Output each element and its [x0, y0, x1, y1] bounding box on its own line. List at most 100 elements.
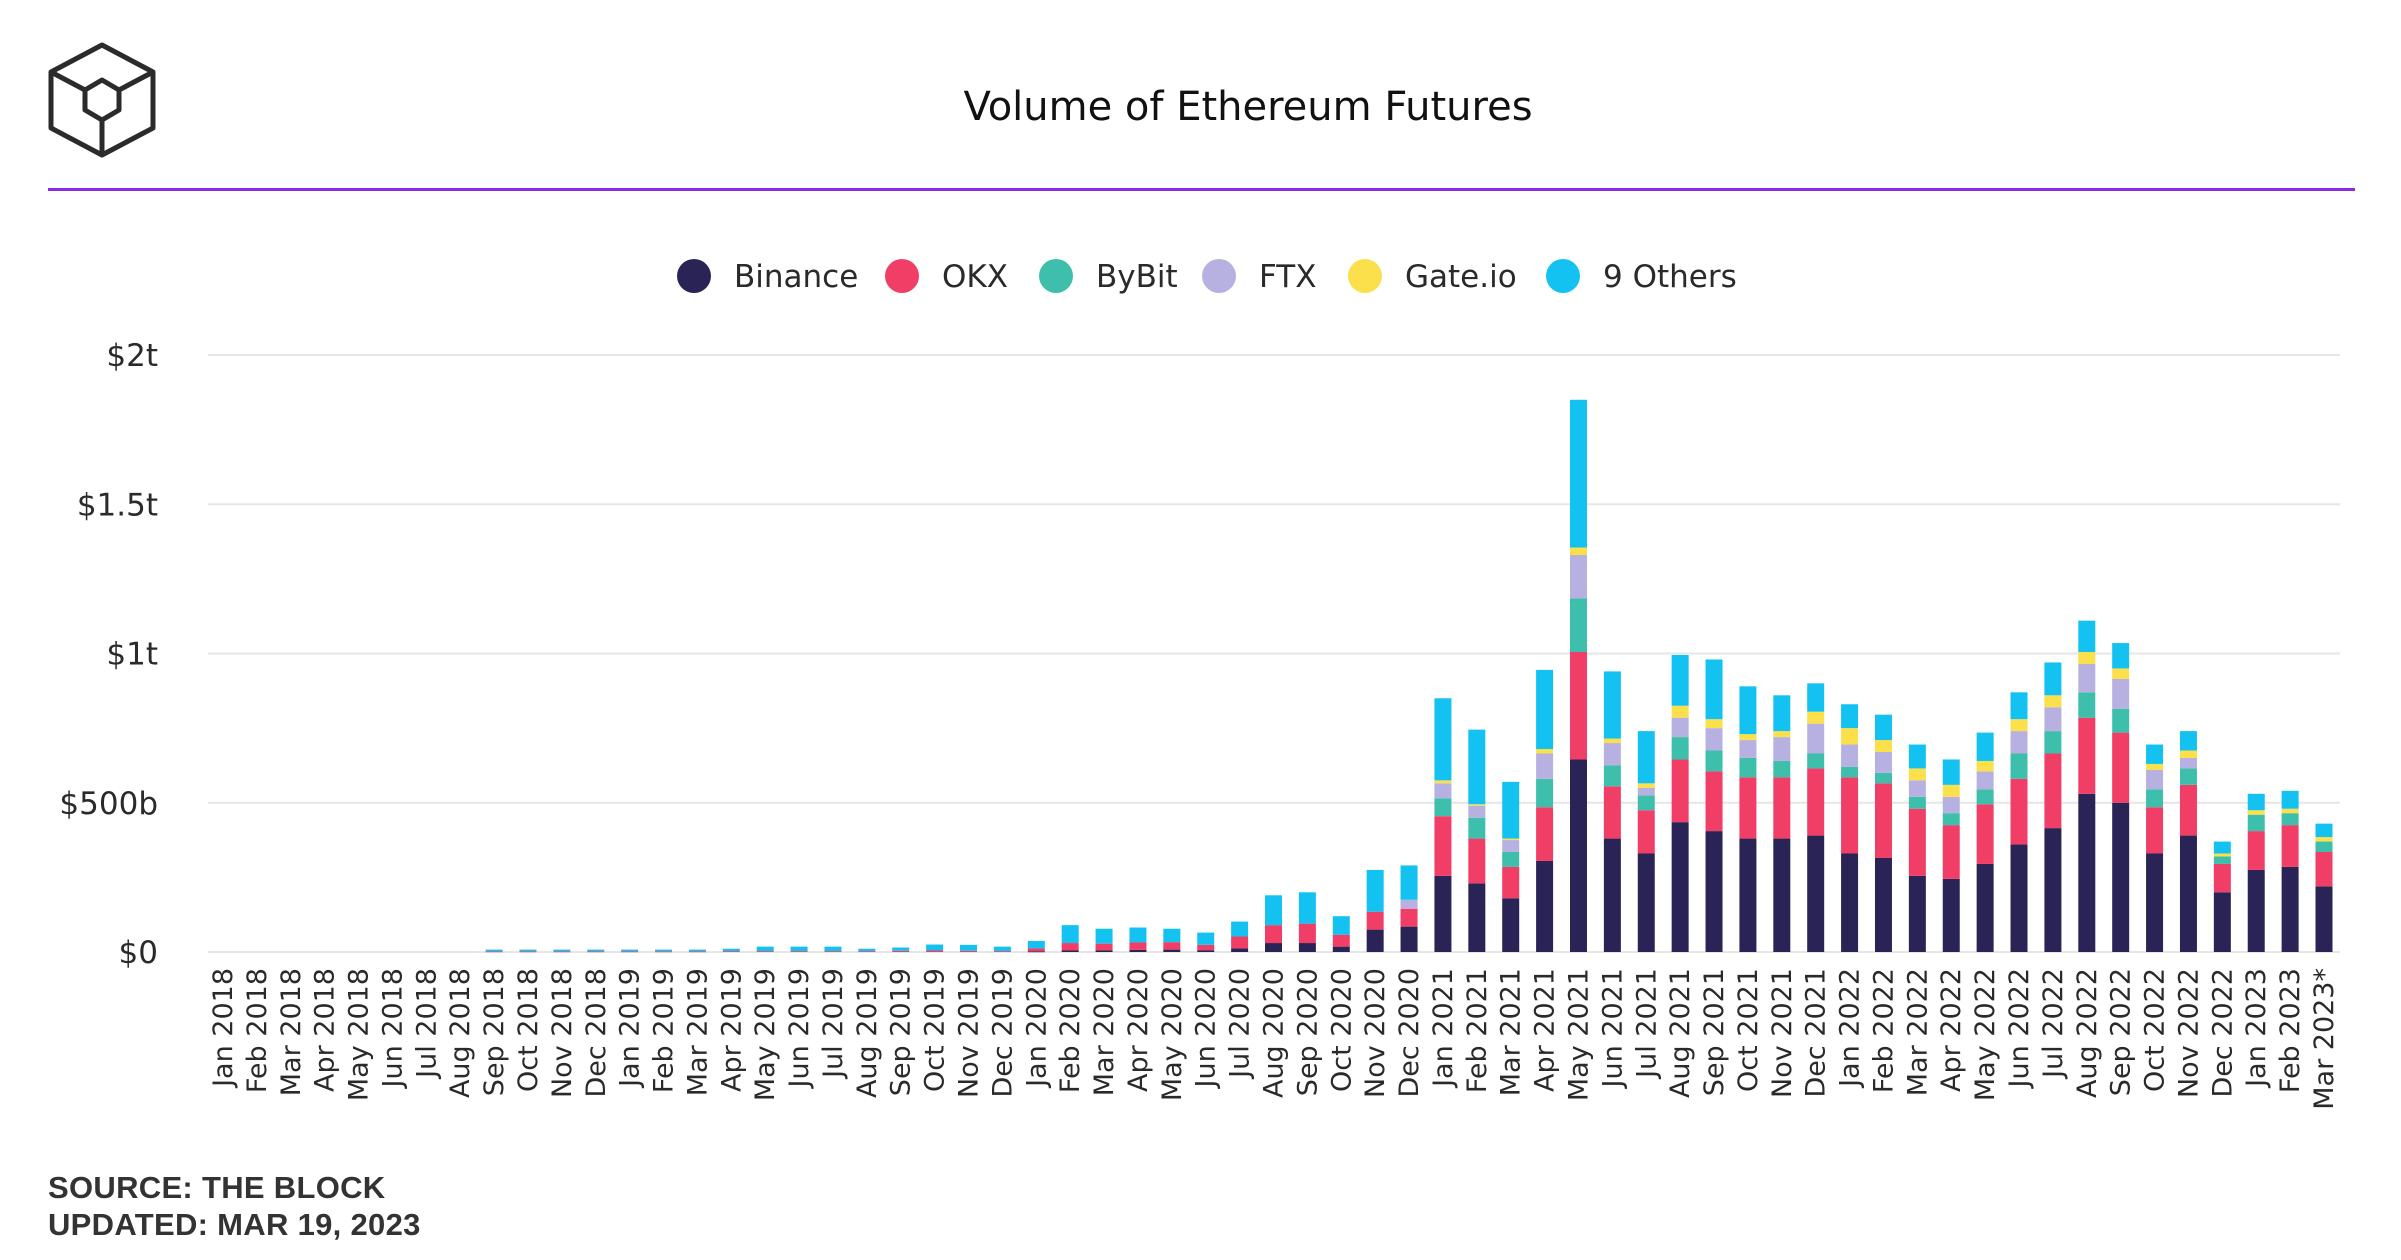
bar-segment: [1671, 759, 1689, 823]
bar-segment: [1332, 946, 1350, 952]
bar-stack: [2315, 823, 2333, 952]
bar-segment: [2213, 853, 2231, 857]
bar-segment: [621, 951, 639, 953]
bar-stack: [1671, 654, 1689, 952]
legend-swatch: [885, 259, 919, 293]
bar-segment: [1536, 753, 1554, 779]
bar-segment: [1942, 878, 1960, 952]
bar-stack: [1739, 686, 1757, 952]
x-tick-label: Dec 2019: [987, 968, 1018, 1098]
x-tick-label: May 2018: [344, 968, 375, 1101]
bar-segment: [2010, 778, 2028, 845]
x-tick-label: Oct 2020: [1326, 968, 1357, 1092]
bar-segment: [1197, 950, 1215, 952]
bar-segment: [1637, 783, 1655, 788]
x-tick-label: Jul 2021: [1631, 968, 1662, 1080]
bar-segment: [1536, 807, 1554, 861]
bar-segment: [2112, 708, 2130, 733]
bar-segment: [2078, 620, 2096, 653]
bar-segment: [1739, 777, 1757, 839]
bar-segment: [1298, 892, 1316, 924]
bar-segment: [1739, 757, 1757, 778]
x-tick-label: Apr 2018: [310, 968, 341, 1092]
bar-segment: [1298, 923, 1316, 944]
bar-segment: [2146, 769, 2164, 790]
bar-segment: [790, 951, 808, 952]
bar-segment: [2315, 823, 2333, 838]
bar-stack: [1637, 731, 1655, 952]
bar-segment: [858, 951, 876, 952]
legend-label: Binance: [734, 259, 858, 295]
bar-segment: [2247, 793, 2265, 811]
bar-segment: [2146, 807, 2164, 854]
bar-segment: [655, 949, 673, 952]
bar-segment: [1197, 932, 1215, 945]
bar-segment: [1468, 838, 1486, 884]
bar-segment: [1705, 719, 1723, 729]
bar-segment: [2112, 732, 2130, 803]
bar-segment: [1671, 654, 1689, 706]
bar-stack: [1908, 744, 1926, 952]
bar-segment: [2146, 789, 2164, 808]
bar-segment: [1874, 752, 1892, 773]
bar-segment: [1773, 777, 1791, 839]
bar-stack: [1332, 916, 1350, 952]
bar-segment: [858, 948, 876, 952]
bar-segment: [1908, 808, 1926, 876]
source-label: SOURCE: THE BLOCK: [48, 1170, 386, 1205]
bar-segment: [1569, 759, 1587, 952]
bar-segment: [1434, 698, 1452, 781]
x-tick-label: Nov 2021: [1767, 968, 1798, 1098]
bar-stack: [2112, 643, 2130, 952]
x-tick-label: Jun 2020: [1191, 968, 1222, 1089]
bar-stack: [1027, 940, 1045, 953]
bar-segment: [2281, 825, 2299, 867]
bar-segment: [1569, 399, 1587, 548]
bar-segment: [926, 950, 944, 952]
bar-stack: [2146, 744, 2164, 952]
x-tick-label: Dec 2021: [1801, 968, 1832, 1098]
bar-segment: [1569, 554, 1587, 599]
x-tick-label: Jun 2019: [784, 968, 815, 1089]
x-tick-label: Jan 2023: [2241, 968, 2272, 1089]
bar-segment: [993, 951, 1011, 952]
bar-segment: [1874, 783, 1892, 858]
x-tick-label: Jun 2018: [377, 968, 408, 1089]
bar-segment: [1773, 695, 1791, 732]
bar-segment: [1400, 899, 1418, 909]
bar-segment: [2247, 810, 2265, 815]
bar-segment: [892, 950, 910, 952]
bar-segment: [2010, 753, 2028, 779]
x-tick-label: Nov 2019: [954, 968, 985, 1098]
bar-segment: [2179, 784, 2197, 836]
bar-segment: [2112, 802, 2130, 952]
bar-segment: [2078, 663, 2096, 693]
bar-segment: [519, 949, 537, 952]
bar-stack: [824, 946, 842, 952]
bar-segment: [1637, 810, 1655, 854]
bar-segment: [655, 951, 673, 953]
bar-segment: [2315, 852, 2333, 887]
bar-segment: [722, 951, 740, 952]
bar-segment: [1841, 744, 1859, 767]
x-tick-label: Jun 2021: [1597, 968, 1628, 1089]
bar-segment: [2281, 808, 2299, 814]
x-tick-label: Feb 2022: [1868, 968, 1899, 1093]
bar-segment: [2213, 892, 2231, 952]
bar-segment: [2179, 768, 2197, 785]
bar-stack: [2179, 731, 2197, 952]
x-tick-label: Oct 2022: [2140, 968, 2171, 1092]
x-tick-label: Apr 2019: [716, 968, 747, 1092]
bar-segment: [1976, 863, 1994, 952]
x-tick-label: Nov 2018: [547, 968, 578, 1098]
bar-stack: [1874, 714, 1892, 952]
bar-segment: [1265, 943, 1282, 952]
x-tick-label: Mar 2023*: [2309, 968, 2340, 1110]
bar-segment: [1637, 795, 1655, 811]
bar-segment: [1773, 838, 1791, 952]
bar-segment: [1129, 927, 1147, 943]
bar-segment: [1603, 738, 1621, 744]
header-divider: [48, 188, 2355, 191]
bar-segment: [1807, 723, 1825, 754]
bar-segment: [1807, 753, 1825, 769]
